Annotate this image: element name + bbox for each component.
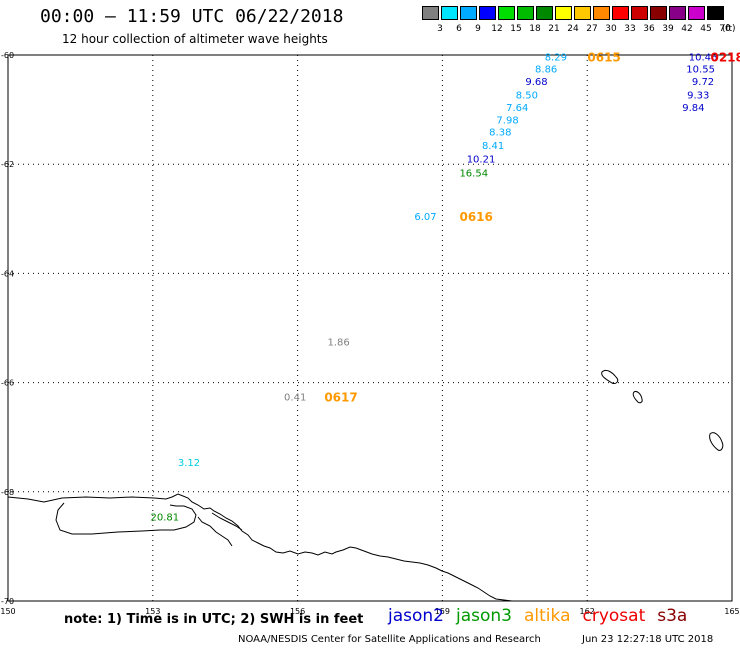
legend-swatch	[479, 6, 496, 20]
legend-tick-label: 15	[510, 24, 522, 34]
wave-height-label: 16.54	[459, 168, 488, 179]
map-grid	[8, 55, 732, 601]
wave-height-label: 8.38	[489, 127, 511, 138]
coastline-segment	[197, 516, 233, 547]
y-tick-label: -62	[1, 160, 14, 169]
y-tick-label: -70	[1, 597, 14, 606]
legend-tick-label: 45	[700, 24, 712, 34]
map-title: 00:00 – 11:59 UTC 06/22/2018	[40, 6, 344, 27]
legend-swatch	[593, 6, 610, 20]
x-tick-label: 153	[145, 607, 160, 616]
footer-credit: NOAA/NESDIS Center for Satellite Applica…	[238, 634, 541, 645]
map-frame	[7, 54, 733, 602]
pass-time-label: 0616	[459, 210, 492, 224]
legend-swatch	[574, 6, 591, 20]
coastline-segment	[55, 502, 197, 535]
satellite-jason2-label: jason2	[388, 606, 444, 626]
legend-swatch	[555, 6, 572, 20]
wave-height-label: 9.84	[682, 103, 704, 114]
axis-labels: 150 153 156 159 162 165 -60 -62 -64 -66 -68 -70	[0, 51, 739, 616]
legend-tick-label: 24	[567, 24, 579, 34]
coastline-segment	[211, 512, 243, 531]
wave-height-label: 7.64	[506, 103, 528, 114]
footer-note: note: 1) Time is in UTC; 2) SWH is in fe…	[64, 612, 364, 627]
y-tick-label: -64	[1, 269, 14, 278]
map-subtitle: 12 hour collection of altimeter wave hei…	[62, 32, 328, 46]
legend-tick-label: 36	[643, 24, 655, 34]
legend-swatch	[498, 6, 515, 20]
satellite-jason3-label: jason3	[456, 606, 512, 626]
satellite-cryosat-label: cryosat	[582, 606, 646, 626]
legend-swatch	[612, 6, 629, 20]
legend-swatch	[422, 6, 439, 20]
legend-tick-label: 42	[681, 24, 693, 34]
wave-labels: 8.298.869.68 8.50 7.647.988.38 8.41 10.21 16.…	[151, 51, 740, 524]
legend-swatch	[650, 6, 667, 20]
y-tick-label: -68	[1, 488, 14, 497]
wave-height-label: 9.33	[687, 90, 709, 101]
satellite-s3a-label: s3a	[657, 606, 688, 626]
wave-height-label: 7.98	[496, 115, 518, 126]
wave-height-label: 20.81	[151, 512, 180, 523]
island-outline	[709, 432, 724, 451]
legend-swatch	[441, 6, 458, 20]
legend-tick-label: 33	[624, 24, 636, 34]
y-tick-label: -66	[1, 379, 14, 388]
wave-height-label: 6.07	[414, 212, 436, 223]
wave-height-label: 10.55	[686, 65, 715, 76]
wave-height-label: 8.41	[482, 141, 504, 152]
legend-tick-label: 9	[475, 24, 481, 34]
coastline-segment	[7, 493, 513, 602]
legend-tick-label: 21	[548, 24, 560, 34]
satellite-altika-label: altika	[524, 606, 571, 626]
island-outline	[632, 391, 643, 404]
plot-border	[7, 54, 733, 602]
legend-tick-label: 27	[586, 24, 598, 34]
legend-tick-label: 30	[605, 24, 617, 34]
legend-tick-label: 3	[437, 24, 443, 34]
legend-unit: (ft)	[722, 24, 736, 34]
legend-swatch	[669, 6, 686, 20]
wave-height-label: 8.86	[535, 65, 557, 76]
x-tick-label: 150	[0, 607, 15, 616]
legend-tick-label: 18	[529, 24, 541, 34]
legend-swatch	[631, 6, 648, 20]
wave-height-label: 9.68	[525, 77, 547, 88]
satellite-legend: jason2 jason3 altika cryosat s3a	[388, 606, 699, 626]
wave-height-label: 9.72	[692, 77, 714, 88]
wave-height-label: 0.41	[284, 392, 306, 403]
legend-tick-label: 70	[719, 24, 731, 34]
x-tick-label: 162	[580, 607, 595, 616]
x-tick-label: 156	[290, 607, 305, 616]
x-tick-label: 159	[435, 607, 450, 616]
x-tick-label: 165	[724, 607, 739, 616]
legend-swatch	[536, 6, 553, 20]
pass-time-label: 0615	[587, 51, 620, 65]
y-tick-label: -60	[1, 51, 14, 60]
legend-swatch	[707, 6, 724, 20]
wave-height-label: 8.29	[545, 53, 567, 64]
pass-time-label: 0617	[324, 390, 357, 404]
island-outline	[601, 369, 619, 384]
wave-height-label: 1.86	[327, 338, 349, 349]
legend-swatch	[460, 6, 477, 20]
wave-height-label: 3.12	[178, 458, 200, 469]
legend-swatch	[688, 6, 705, 20]
coastline	[7, 369, 724, 602]
wave-height-label: 10.46	[689, 53, 718, 64]
wave-height-label: 8.50	[516, 90, 538, 101]
legend-tick-label: 6	[456, 24, 462, 34]
pass-time-label: 0218	[710, 51, 740, 65]
legend-tick-label: 12	[491, 24, 503, 34]
legend-swatch	[517, 6, 534, 20]
footer-timestamp: Jun 23 12:27:18 UTC 2018	[582, 634, 714, 645]
legend-tick-label: 39	[662, 24, 674, 34]
wave-height-label: 10.21	[467, 155, 496, 166]
